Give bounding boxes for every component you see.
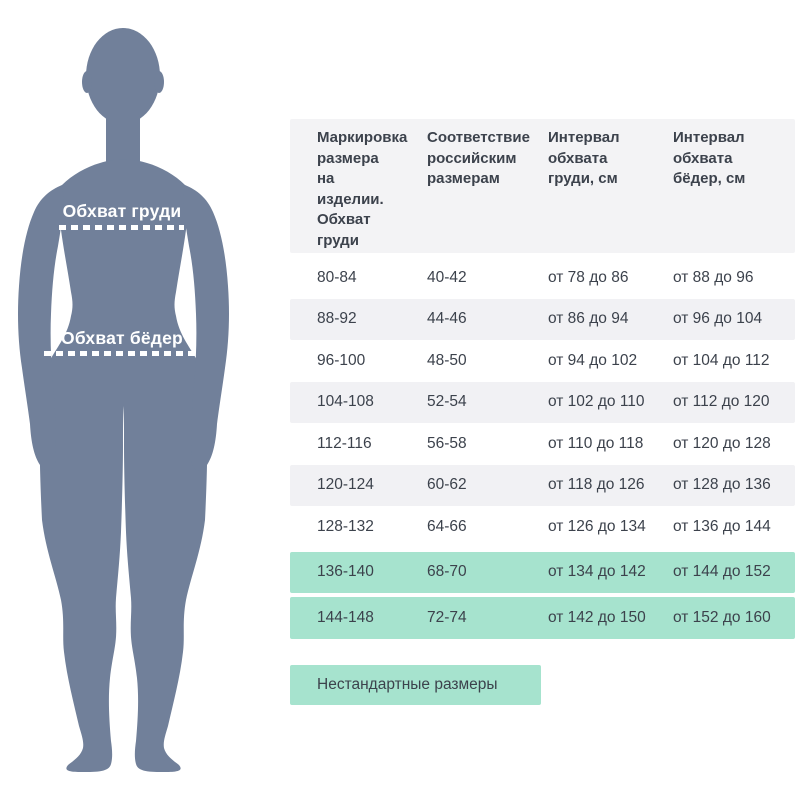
silhouette-shapes bbox=[18, 28, 229, 772]
table-row: 96-100 48-50 от 94 до 102 от 104 до 112 bbox=[290, 340, 795, 382]
table-cell: от 78 до 86 bbox=[548, 268, 629, 286]
table-cell: от 86 до 94 bbox=[548, 310, 629, 328]
table-cell: 56-58 bbox=[427, 434, 467, 452]
legend-label: Нестандартные размеры bbox=[317, 675, 498, 693]
table-cell: 48-50 bbox=[427, 351, 467, 369]
table-row: 144-148 72-74 от 142 до 150 от 152 до 160 bbox=[290, 597, 795, 639]
body-silhouette-panel: Обхват груди Обхват бёдер bbox=[0, 0, 260, 800]
table-cell: от 126 до 134 bbox=[548, 517, 646, 535]
table-row: 112-116 56-58 от 110 до 118 от 120 до 128 bbox=[290, 423, 795, 465]
table-cell: 128-132 bbox=[317, 517, 374, 535]
chest-girth-dashed-line bbox=[59, 225, 184, 230]
column-header-hips-interval: Интервал обхвата бёдер, см bbox=[673, 129, 746, 187]
table-cell: от 112 до 120 bbox=[673, 393, 770, 411]
table-cell: от 88 до 96 bbox=[673, 268, 754, 286]
table-cell: 144-148 bbox=[317, 608, 374, 626]
female-body-silhouette bbox=[18, 28, 229, 772]
table-row: 104-108 52-54 от 102 до 110 от 112 до 120 bbox=[290, 381, 795, 423]
table-cell: от 152 до 160 bbox=[673, 608, 771, 626]
table-cell: 104-108 bbox=[317, 393, 374, 411]
table-cell: 40-42 bbox=[427, 268, 467, 286]
size-table-body: 80-84 40-42 от 78 до 86 от 88 до 96 88-92 44-… bbox=[290, 257, 795, 639]
table-cell: от 134 до 142 bbox=[548, 563, 646, 581]
table-cell: от 136 до 144 bbox=[673, 517, 771, 535]
table-cell: 88-92 bbox=[317, 310, 357, 328]
column-header-chest-interval: Интервал обхвата груди, см bbox=[548, 129, 620, 187]
table-cell: от 144 до 152 bbox=[673, 563, 771, 581]
table-cell: 60-62 bbox=[427, 476, 467, 494]
column-header-marking: Маркировка размера на изделии. Обхват гр… bbox=[317, 129, 408, 249]
table-cell: от 128 до 136 bbox=[673, 476, 771, 494]
table-row: 88-92 44-46 от 86 до 94 от 96 до 104 bbox=[290, 298, 795, 340]
table-cell: от 118 до 126 bbox=[548, 476, 645, 494]
table-cell: от 102 до 110 bbox=[548, 393, 645, 411]
table-cell: от 110 до 118 bbox=[548, 434, 644, 452]
table-cell: 44-46 bbox=[427, 310, 467, 328]
table-row: 136-140 68-70 от 134 до 142 от 144 до 152 bbox=[290, 551, 795, 593]
table-cell: 64-66 bbox=[427, 517, 467, 535]
nonstandard-sizes-legend: Нестандартные размеры bbox=[290, 664, 541, 705]
table-row: 128-132 64-66 от 126 до 134 от 136 до 144 bbox=[290, 506, 795, 548]
table-cell: 52-54 bbox=[427, 393, 467, 411]
table-cell: от 104 до 112 bbox=[673, 351, 770, 369]
table-cell: от 120 до 128 bbox=[673, 434, 771, 452]
column-header-russian-size: Соответствие российским размерам bbox=[427, 129, 530, 187]
table-cell: 80-84 bbox=[317, 268, 357, 286]
size-table: Маркировка размера на изделии. Обхват гр… bbox=[290, 119, 795, 705]
table-cell: 112-116 bbox=[317, 434, 372, 452]
size-table-header-row: Маркировка размера на изделии. Обхват гр… bbox=[290, 119, 795, 253]
table-cell: от 94 до 102 bbox=[548, 351, 638, 369]
table-cell: 120-124 bbox=[317, 476, 374, 494]
table-cell: 72-74 bbox=[427, 608, 467, 626]
hips-girth-dashed-line bbox=[44, 351, 198, 356]
table-row: 120-124 60-62 от 118 до 126 от 128 до 136 bbox=[290, 464, 795, 506]
hips-girth-label: Обхват бёдер bbox=[61, 328, 183, 348]
table-cell: от 142 до 150 bbox=[548, 608, 646, 626]
table-row: 80-84 40-42 от 78 до 86 от 88 до 96 bbox=[290, 257, 795, 299]
table-cell: 68-70 bbox=[427, 563, 467, 581]
table-cell: 136-140 bbox=[317, 563, 374, 581]
chest-girth-label: Обхват груди bbox=[62, 201, 182, 221]
table-cell: 96-100 bbox=[317, 351, 366, 369]
table-cell: от 96 до 104 bbox=[673, 310, 763, 328]
